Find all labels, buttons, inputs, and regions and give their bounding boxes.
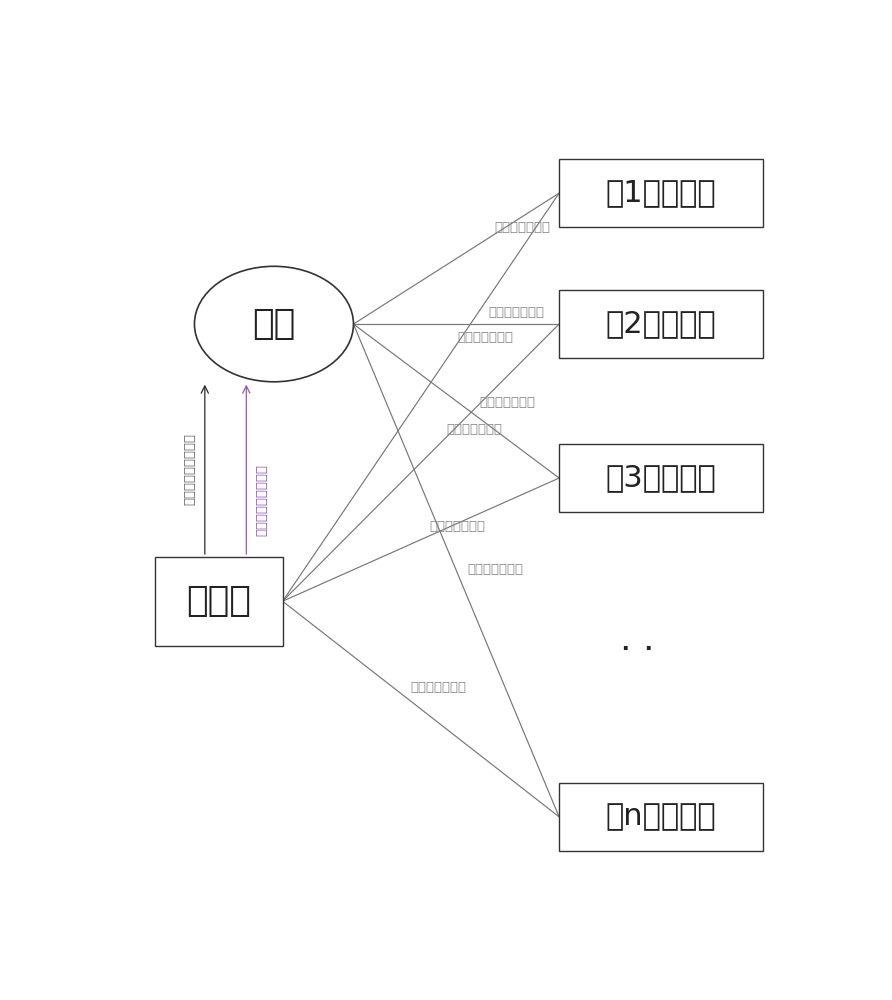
Text: 从基站广播信号: 从基站广播信号 (430, 520, 486, 533)
Ellipse shape (194, 266, 353, 382)
Text: 的n个从基站: 的n个从基站 (606, 802, 716, 831)
Bar (559, 290, 763, 358)
Text: 第一主基站广播信号: 第一主基站广播信号 (183, 433, 196, 505)
Text: 从基站广播信号: 从基站广播信号 (494, 221, 550, 234)
Text: 从基站广播信号: 从基站广播信号 (467, 563, 524, 576)
Text: 标签: 标签 (252, 307, 295, 341)
Text: 从基站广播信号: 从基站广播信号 (488, 306, 544, 319)
Text: 从基站广播信号: 从基站广播信号 (458, 331, 514, 344)
Text: . .: . . (620, 623, 654, 657)
Bar (559, 783, 763, 851)
Text: 的2个从基站: 的2个从基站 (606, 310, 716, 339)
Text: 主基站: 主基站 (186, 584, 251, 618)
Text: 的3个从基站: 的3个从基站 (606, 464, 716, 493)
Text: 第二主基站广播信号: 第二主基站广播信号 (255, 464, 268, 536)
Bar (559, 159, 763, 227)
Text: 的1个从基站: 的1个从基站 (606, 179, 716, 208)
Text: 从基站广播信号: 从基站广播信号 (410, 681, 467, 694)
Text: 从基站广播信号: 从基站广播信号 (480, 396, 536, 409)
Text: 从基站广播信号: 从基站广播信号 (446, 423, 502, 436)
Bar (559, 444, 763, 512)
Bar (154, 557, 283, 646)
